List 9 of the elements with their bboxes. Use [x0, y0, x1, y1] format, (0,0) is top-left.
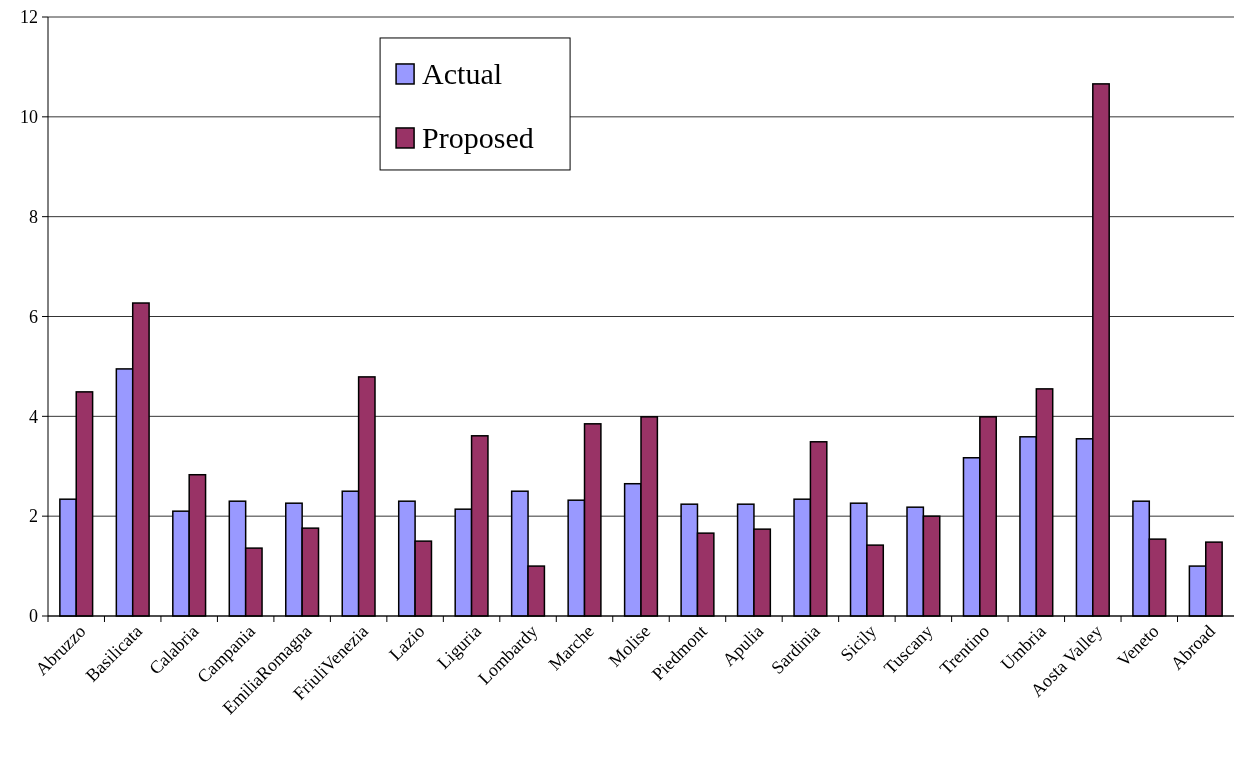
legend-label: Actual [422, 57, 503, 91]
legend-label: Proposed [422, 121, 534, 155]
y-tick-label: 2 [29, 506, 38, 527]
y-tick-label: 6 [29, 306, 38, 327]
y-tick-label: 4 [29, 406, 38, 427]
y-tick-label: 12 [20, 7, 38, 28]
y-tick-label: 10 [20, 107, 38, 128]
y-tick-label: 0 [29, 606, 38, 627]
y-tick-label: 8 [29, 206, 38, 227]
